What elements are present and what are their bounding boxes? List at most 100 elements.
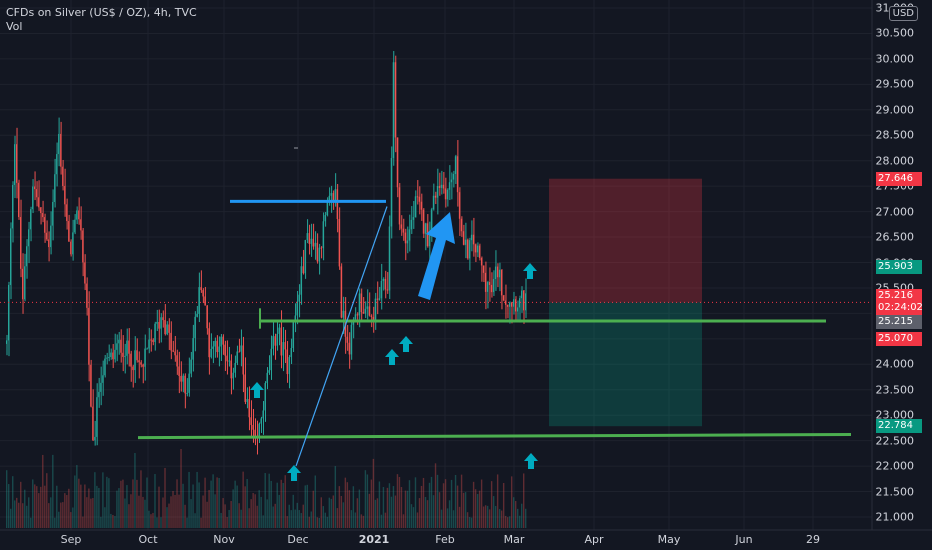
position-target-zone [549, 302, 702, 427]
candle-body [150, 339, 152, 341]
candle-body [290, 347, 292, 358]
volume-bar [310, 511, 312, 528]
volume-bar [436, 474, 439, 528]
volume-bar [476, 494, 479, 528]
volume-bar [486, 505, 489, 528]
symbol-title[interactable]: CFDs on Silver (US$ / OZ), 4h, TVC [6, 6, 197, 19]
candle-body [338, 218, 341, 267]
candle-body [42, 213, 44, 218]
candle-body [134, 350, 136, 371]
candle-body [390, 157, 393, 227]
volume-bar [188, 471, 190, 528]
volume-bar [192, 484, 194, 528]
candle-body [402, 228, 405, 233]
volume-bar [346, 482, 349, 528]
candle-body [182, 375, 184, 382]
candle-body [410, 219, 413, 230]
time-tick-label: Mar [503, 533, 525, 546]
volume-bar [362, 515, 365, 528]
volume-bar [190, 499, 192, 528]
candle-body [172, 350, 174, 352]
volume-bar [150, 514, 152, 528]
volume-bar [302, 504, 304, 528]
price-tag: 25.216 02:24:02 [876, 289, 923, 316]
volume-bar [322, 506, 325, 528]
candle-body [428, 232, 431, 247]
volume-bar [366, 474, 369, 528]
candle-body [38, 197, 40, 208]
price-tag: 25.215 [876, 315, 922, 330]
candle-body [46, 232, 48, 240]
volume-bar [304, 485, 306, 528]
candle-body [350, 324, 353, 355]
price-tag: 22.784 [876, 419, 922, 434]
volume-bar [60, 502, 62, 528]
volume-bar [252, 492, 254, 528]
candle-body [328, 195, 331, 203]
candle-body [142, 364, 144, 367]
candle-body [228, 360, 230, 362]
support-line-lower [137, 433, 852, 440]
volume-label[interactable]: Vol [6, 20, 23, 33]
volume-bar [296, 502, 298, 528]
candle-body [68, 221, 70, 242]
volume-bar [454, 474, 457, 528]
candle-body [170, 332, 172, 351]
candle-body [62, 166, 64, 187]
volume-bar [442, 483, 445, 528]
volume-bar [264, 473, 266, 528]
price-tick-label: 27.000 [875, 205, 915, 219]
candle-body [388, 226, 391, 291]
candle-body [504, 300, 507, 305]
volume-bar [54, 517, 56, 528]
up-arrow-icon [399, 336, 413, 352]
candle-body [482, 265, 485, 273]
up-arrow-icon [385, 349, 399, 365]
volume-bar [76, 465, 78, 528]
volume-bar [414, 477, 417, 528]
volume-bar [62, 502, 64, 528]
candle-body [420, 201, 423, 210]
volume-bar [266, 499, 268, 528]
candle-body [442, 184, 445, 189]
candle-body [312, 238, 314, 247]
candle-body [26, 246, 28, 267]
candle-body [218, 346, 220, 353]
volume-bar [372, 458, 375, 528]
candle-body [322, 221, 325, 249]
volume-bar [370, 479, 373, 528]
volume-bar [416, 512, 419, 528]
candle-body [258, 423, 260, 439]
volume-bar [34, 484, 36, 528]
candle-body [514, 299, 517, 312]
volume-bar [64, 493, 66, 528]
volume-bar [456, 485, 459, 528]
volume-bar [214, 494, 216, 528]
candle-body [418, 196, 421, 202]
volume-bar [490, 481, 493, 528]
candle-body [216, 340, 218, 353]
candle-body [408, 229, 411, 241]
candle-body [188, 373, 190, 393]
volume-bar [226, 517, 228, 528]
volume-bar [56, 485, 58, 528]
candle-body [144, 348, 146, 367]
candle-body [110, 352, 112, 358]
candle-body [72, 232, 74, 255]
price-tick-label: 26.500 [875, 230, 915, 244]
volume-bar [196, 471, 198, 528]
currency-badge[interactable]: USD [888, 6, 918, 21]
volume-bar [276, 482, 278, 528]
volume-bar [246, 479, 248, 528]
candle-body [466, 239, 469, 259]
candle-body [274, 336, 276, 346]
volume-bar [128, 504, 130, 528]
candle-body [326, 202, 329, 216]
volume-bar [234, 480, 236, 528]
candle-body [374, 298, 377, 322]
candle-body [6, 340, 8, 344]
volume-bar [206, 501, 208, 528]
volume-bar [158, 486, 160, 528]
candle-body [294, 315, 296, 323]
